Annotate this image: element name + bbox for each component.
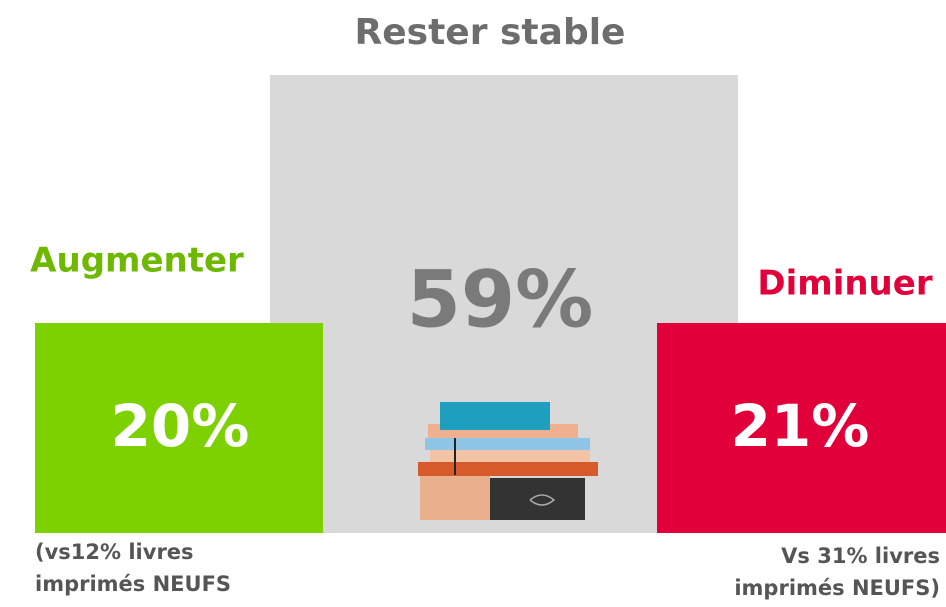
stable-label: Rester stable bbox=[355, 12, 626, 53]
increase-note: (vs12% livres bbox=[35, 540, 194, 564]
increase-value: 20% bbox=[111, 392, 250, 460]
decrease-note: imprimés NEUFS) bbox=[734, 576, 940, 600]
increase-label: Augmenter bbox=[30, 241, 244, 281]
decrease-label: Diminuer bbox=[757, 264, 932, 304]
infographic: Rester stable 59% Augmenter 20% (vs12% l… bbox=[0, 0, 946, 607]
decrease-value: 21% bbox=[731, 392, 870, 460]
decrease-note: Vs 31% livres bbox=[781, 544, 940, 568]
stable-value: 59% bbox=[407, 255, 594, 345]
increase-note: imprimés NEUFS bbox=[35, 572, 231, 596]
